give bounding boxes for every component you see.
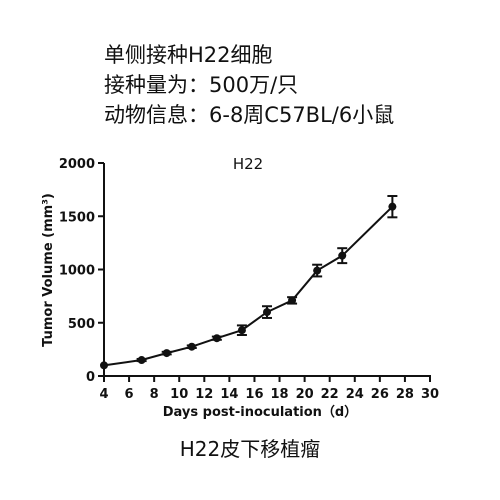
header-line-3: 动物信息：6-8周C57BL/6小鼠 bbox=[104, 103, 395, 127]
figure-caption: H22皮下移植瘤 bbox=[179, 437, 321, 461]
x-tick-label: 28 bbox=[396, 387, 414, 402]
data-point bbox=[288, 296, 297, 305]
data-series bbox=[100, 195, 398, 370]
data-point bbox=[263, 308, 271, 317]
chart-title: H22 bbox=[233, 155, 263, 173]
x-tick-label: 26 bbox=[371, 387, 389, 402]
y-tick-label: 2000 bbox=[59, 157, 95, 172]
data-point bbox=[137, 356, 146, 365]
x-axis: 4 6 8 10 12 14 16 18 20 22 24 26 28 30 bbox=[99, 376, 439, 402]
y-axis: 0 500 1000 1500 2000 bbox=[59, 157, 104, 385]
x-tick-label: 8 bbox=[150, 387, 159, 402]
x-tick-label: 20 bbox=[296, 387, 314, 402]
x-tick-label: 14 bbox=[220, 387, 238, 402]
data-point bbox=[100, 361, 108, 370]
y-tick-label: 500 bbox=[68, 317, 95, 332]
x-tick-label: 12 bbox=[195, 387, 213, 402]
header-line-1: 单侧接种H22细胞 bbox=[104, 43, 273, 67]
data-point bbox=[338, 251, 347, 260]
x-tick-label: 22 bbox=[321, 387, 339, 402]
y-axis-label: Tumor Volume (mm³) bbox=[41, 193, 56, 347]
x-tick-label: 10 bbox=[170, 387, 188, 402]
header-text: 单侧接种H22细胞 接种量为：500万/只 动物信息：6-8周C57BL/6小鼠 bbox=[104, 40, 394, 130]
data-point bbox=[187, 342, 196, 351]
data-point bbox=[237, 326, 246, 335]
y-tick-label: 0 bbox=[86, 370, 95, 385]
y-tick-label: 1500 bbox=[59, 210, 95, 225]
data-point bbox=[388, 202, 397, 211]
y-tick-label: 1000 bbox=[59, 264, 95, 279]
x-tick-label: 18 bbox=[270, 387, 288, 402]
header-line-2: 接种量为：500万/只 bbox=[104, 73, 299, 97]
x-axis-label: Days post-inoculation（d） bbox=[163, 404, 357, 420]
data-point bbox=[313, 266, 322, 275]
x-tick-label: 30 bbox=[421, 387, 439, 402]
x-tick-label: 6 bbox=[125, 387, 134, 402]
x-tick-label: 4 bbox=[99, 387, 108, 402]
x-tick-label: 16 bbox=[245, 387, 263, 402]
data-point bbox=[212, 334, 221, 343]
series-line bbox=[103, 205, 394, 367]
x-tick-label: 24 bbox=[346, 387, 364, 402]
data-point bbox=[162, 349, 171, 358]
